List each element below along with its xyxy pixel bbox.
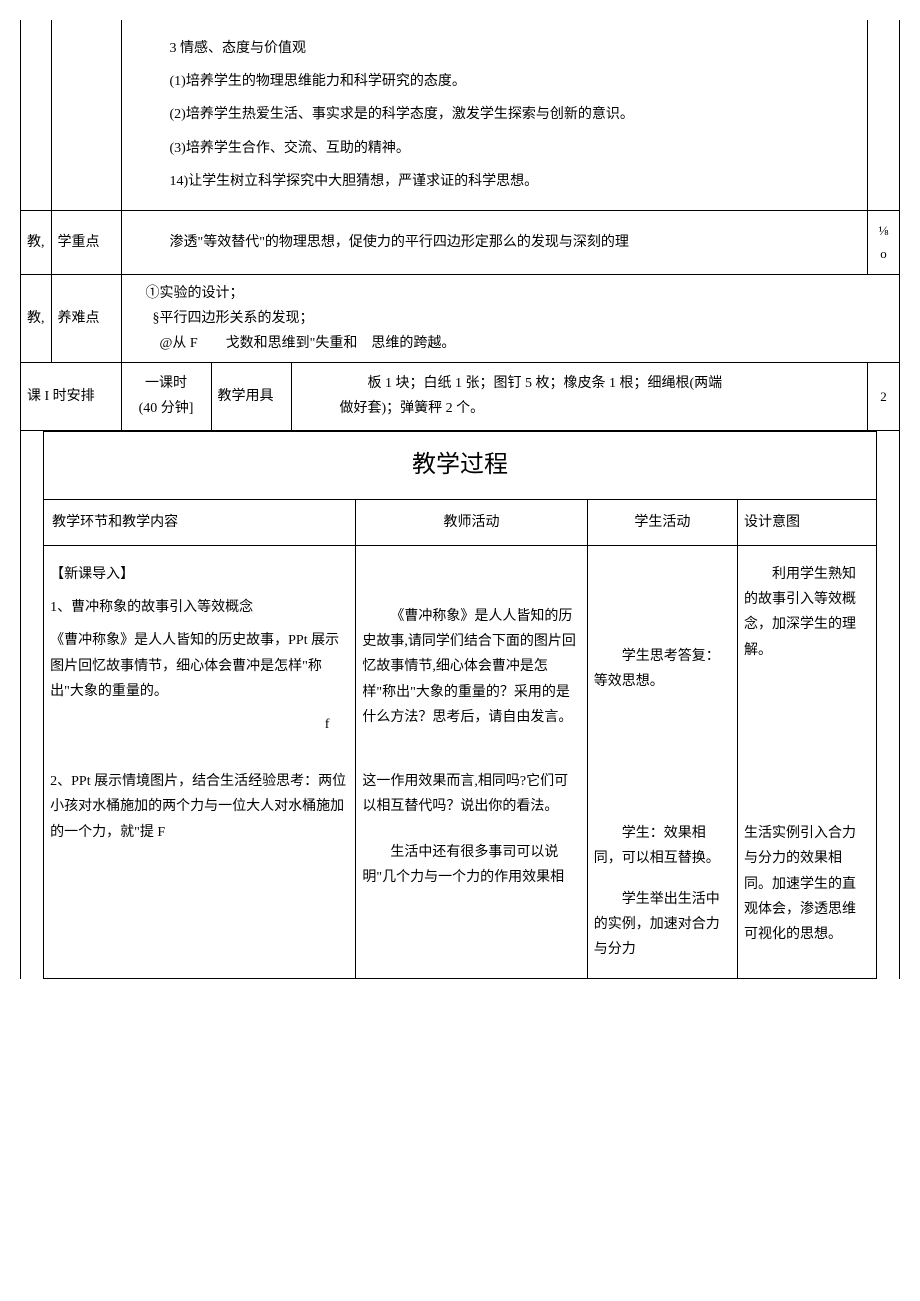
header-segment: 教学环节和教学内容 (44, 499, 356, 545)
row2-design-p1: 生活实例引入合力与分力的效果相同。加速学生的直观体会，渗透思维可视化的思想。 (744, 821, 870, 947)
objective-item-1: (1)培养学生的物理思维能力和科学研究的态度。 (170, 69, 862, 94)
schedule-time2: (40 分钟] (128, 396, 205, 421)
row2-student-p2: 学生举出生活中的实例，加速对合力与分力 (594, 887, 731, 963)
row1-segment-p1: 1、曹冲称象的故事引入等效概念 (50, 595, 349, 620)
objective-item-2: (2)培养学生热爱生活、事实求是的科学态度，激发学生探索与创新的意识。 (170, 102, 862, 127)
objective-item-3: (3)培养学生合作、交流、互助的精神。 (170, 136, 862, 161)
difficulty-line3: @从 F 戈数和思维到"失重和 思维的跨越。 (132, 331, 890, 356)
row1-segment-p2: 《曹冲称象》是人人皆知的历史故事，PPt 展示图片回忆故事情节，细心体会曹冲是怎… (50, 628, 349, 704)
row2-teacher-p2: 生活中还有很多事司可以说明"几个力与一个力的作用效果相 (362, 840, 580, 890)
keypoint-col1: 教, (21, 210, 52, 274)
objective-item-4: 14)让学生树立科学探究中大胆猜想，严谨求证的科学思想。 (170, 169, 862, 194)
row1-segment-f: f (50, 712, 349, 737)
difficulty-col1: 教, (21, 274, 52, 363)
row1-segment-title: 【新课导入】 (50, 562, 349, 587)
schedule-time1: 一课时 (128, 371, 205, 396)
schedule-side: 2 (868, 363, 900, 430)
keypoint-side: ⅛ o (868, 210, 900, 274)
row1-teacher-p1: 《曹冲称象》是人人皆知的历史故事,请同学们结合下面的图片回忆故事情节,细心体会曹… (362, 604, 580, 730)
tool-content-2: 做好套)；弹簧秤 2 个。 (298, 396, 862, 421)
header-teacher: 教师活动 (356, 499, 587, 545)
difficulty-line2: §平行四边形关系的发现； (132, 306, 890, 331)
header-student: 学生活动 (587, 499, 737, 545)
process-title: 教学过程 (44, 431, 877, 499)
header-design: 设计意图 (738, 499, 877, 545)
difficulty-line1: ①实验的设计； (132, 281, 890, 306)
row1-design-p1: 利用学生熟知的故事引入等效概念，加深学生的理解。 (744, 562, 870, 663)
tool-content-1: 板 1 块；白纸 1 张；图钉 5 枚；橡皮条 1 根；细绳根(两端 (298, 371, 862, 396)
row2-teacher-p1: 这一作用效果而言,相同吗?它们可以相互替代吗？说出你的看法。 (362, 769, 580, 819)
schedule-label: 课 I 时安排 (21, 363, 122, 430)
tool-label: 教学用具 (211, 363, 291, 430)
keypoint-label: 学重点 (51, 210, 121, 274)
row1-student-p1: 学生思考答复：等效思想。 (594, 644, 731, 694)
row2-student-p1: 学生：效果相同，可以相互替换。 (594, 821, 731, 871)
emotion-title: 3 情感、态度与价值观 (170, 36, 862, 61)
row2-segment-p1: 2、PPt 展示情境图片，结合生活经验思考：两位小孩对水桶施加的两个力与一位大人… (50, 769, 349, 845)
keypoint-content: 渗透"等效替代"的物理思想，促使力的平行四边形定那么的发现与深刻的理 (128, 230, 862, 255)
difficulty-label: 养难点 (51, 274, 121, 363)
